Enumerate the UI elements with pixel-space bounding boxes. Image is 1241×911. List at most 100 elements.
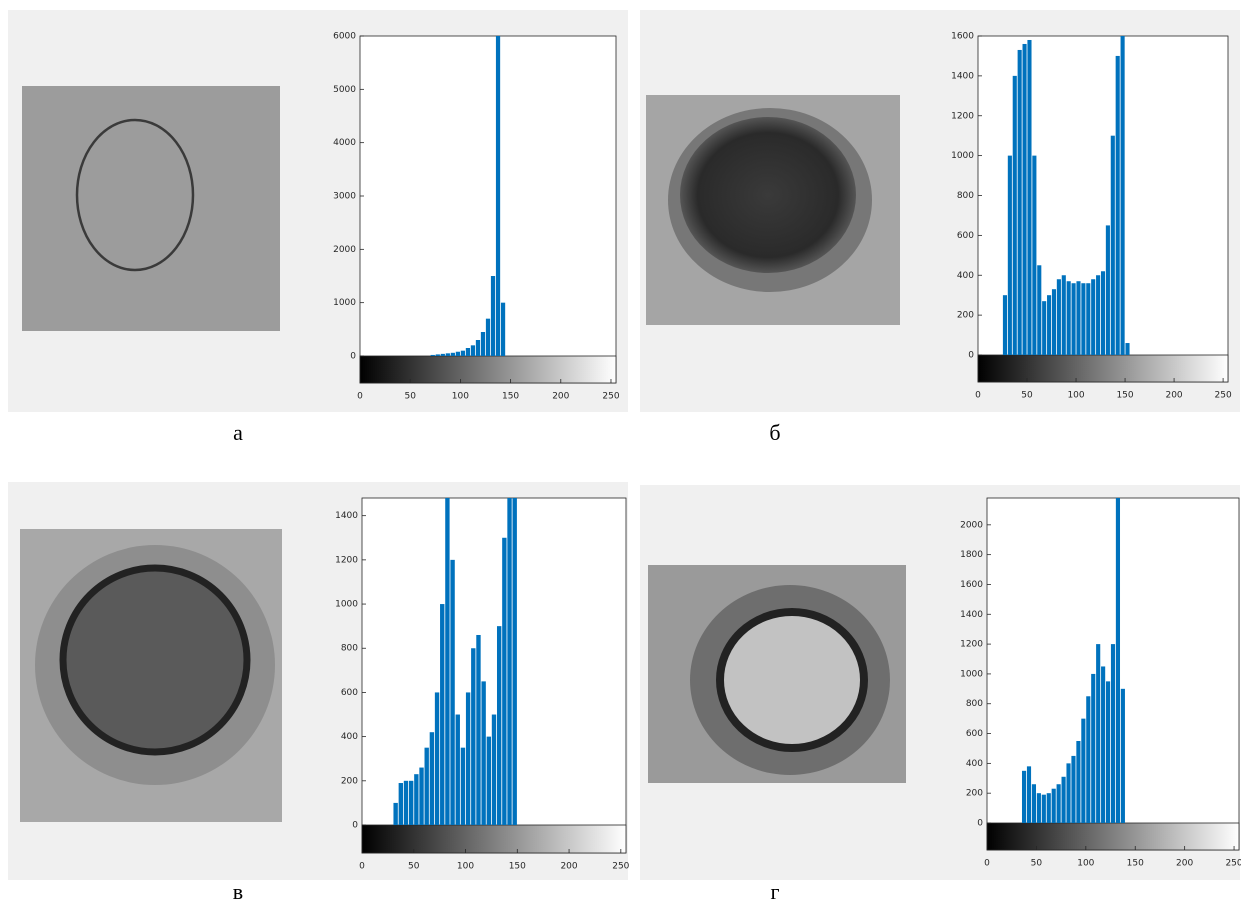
bar <box>1056 784 1061 823</box>
bar <box>1081 718 1086 823</box>
bar <box>465 692 471 825</box>
bar <box>1105 681 1111 823</box>
x-tick-label: 100 <box>452 392 469 402</box>
y-tick-label: 4000 <box>333 138 356 148</box>
y-tick-label: 600 <box>957 231 974 241</box>
y-tick-label: 1600 <box>951 32 974 42</box>
bar <box>1071 283 1076 355</box>
x-tick-label: 0 <box>984 859 990 869</box>
bar <box>1066 281 1071 355</box>
bar <box>1061 776 1066 823</box>
y-tick-label: 0 <box>350 352 356 362</box>
bar <box>490 276 496 356</box>
x-tick-label: 250 <box>1225 859 1241 869</box>
bar <box>1081 283 1086 355</box>
bar <box>1007 155 1012 355</box>
bar <box>1021 770 1027 823</box>
bar <box>1041 794 1046 823</box>
bar <box>1110 644 1116 823</box>
y-tick-label: 800 <box>957 191 974 201</box>
bar <box>1042 301 1047 355</box>
bar <box>1031 784 1037 823</box>
bar <box>1037 265 1042 355</box>
y-tick-label: 400 <box>341 732 358 742</box>
y-tick-label: 1400 <box>335 511 358 521</box>
y-tick-label: 600 <box>966 729 983 739</box>
bar <box>1115 55 1120 355</box>
bar <box>1061 275 1066 355</box>
x-tick-label: 0 <box>357 392 363 402</box>
panel-caption: г <box>770 879 779 904</box>
bar <box>1002 295 1008 355</box>
y-tick-label: 0 <box>968 351 974 361</box>
bar <box>1051 788 1056 823</box>
bar <box>1105 225 1110 355</box>
bar <box>1071 755 1076 823</box>
y-tick-label: 0 <box>977 819 983 829</box>
y-tick-label: 1400 <box>960 610 983 620</box>
bar <box>1032 155 1037 355</box>
x-tick-label: 100 <box>1077 859 1094 869</box>
bar <box>1100 271 1106 355</box>
panel-caption: а <box>233 420 243 445</box>
x-tick-label: 250 <box>602 392 619 402</box>
bar <box>512 498 517 825</box>
y-tick-label: 200 <box>966 789 983 799</box>
bar <box>480 332 486 356</box>
x-tick-label: 150 <box>509 862 526 872</box>
x-tick-label: 200 <box>1176 859 1193 869</box>
bar <box>1036 793 1041 823</box>
bar <box>1101 666 1106 823</box>
y-tick-label: 6000 <box>333 32 356 42</box>
bar <box>500 302 506 356</box>
bar <box>430 354 435 356</box>
x-tick-label: 50 <box>408 862 420 872</box>
y-tick-label: 1200 <box>951 111 974 121</box>
y-tick-label: 3000 <box>333 192 356 202</box>
photo <box>646 95 900 325</box>
bar <box>1091 279 1096 355</box>
y-tick-label: 2000 <box>960 520 983 530</box>
y-tick-label: 800 <box>966 699 983 709</box>
colorbar <box>359 355 617 384</box>
bar <box>1110 135 1115 355</box>
bar <box>455 351 460 356</box>
bar <box>476 634 481 825</box>
y-tick-label: 200 <box>957 311 974 321</box>
bar <box>419 767 424 825</box>
photo <box>22 86 280 331</box>
bar <box>1027 39 1032 356</box>
x-tick-label: 100 <box>457 862 474 872</box>
bar <box>481 681 486 825</box>
bar <box>1047 295 1052 355</box>
bar <box>1026 766 1032 823</box>
bar <box>507 498 512 825</box>
panel-caption: в <box>233 879 243 904</box>
bar <box>1076 741 1081 823</box>
y-tick-label: 600 <box>341 688 358 698</box>
x-tick-label: 50 <box>404 392 416 402</box>
x-tick-label: 200 <box>1165 391 1182 401</box>
x-tick-label: 0 <box>359 862 365 872</box>
bar <box>424 747 429 825</box>
x-tick-label: 250 <box>1215 391 1232 401</box>
bar <box>434 692 440 825</box>
y-tick-label: 1000 <box>333 298 356 308</box>
colorbar <box>361 824 627 854</box>
bar <box>1096 644 1101 823</box>
y-tick-label: 1400 <box>951 71 974 81</box>
bar <box>429 732 435 825</box>
y-tick-label: 1800 <box>960 550 983 560</box>
y-tick-label: 1000 <box>951 151 974 161</box>
bar <box>475 340 481 356</box>
bar <box>1115 498 1121 823</box>
x-tick-label: 50 <box>1031 859 1043 869</box>
bar <box>486 736 492 825</box>
y-tick-label: 400 <box>957 271 974 281</box>
bar <box>398 783 404 825</box>
y-tick-label: 1000 <box>335 600 358 610</box>
bar <box>445 498 450 825</box>
bar <box>1125 343 1130 355</box>
x-tick-label: 0 <box>975 391 981 401</box>
